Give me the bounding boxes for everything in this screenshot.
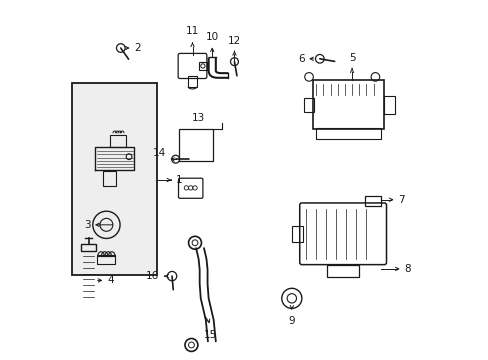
Bar bbox=[364, 196, 380, 206]
Bar bbox=[291, 226, 302, 242]
Text: 16: 16 bbox=[146, 271, 159, 281]
Bar bbox=[384, 96, 394, 114]
Text: 10: 10 bbox=[205, 32, 218, 41]
Text: 15: 15 bbox=[203, 330, 217, 340]
Bar bbox=[81, 244, 96, 251]
Text: 1: 1 bbox=[175, 175, 182, 185]
Bar bbox=[97, 255, 115, 264]
Text: 8: 8 bbox=[403, 264, 410, 274]
Bar bbox=[110, 135, 126, 147]
Text: 13: 13 bbox=[191, 113, 204, 123]
Bar bbox=[316, 128, 380, 139]
Text: 11: 11 bbox=[185, 26, 199, 36]
Text: 6: 6 bbox=[297, 54, 304, 64]
Text: 9: 9 bbox=[288, 316, 295, 325]
Text: 4: 4 bbox=[107, 275, 114, 285]
Bar bbox=[179, 129, 213, 161]
Text: 7: 7 bbox=[397, 195, 404, 205]
Bar bbox=[312, 81, 384, 129]
Bar bbox=[303, 98, 313, 112]
Bar bbox=[102, 171, 116, 186]
Bar bbox=[188, 76, 196, 87]
Text: 12: 12 bbox=[227, 36, 241, 46]
Bar bbox=[72, 83, 156, 275]
Bar bbox=[326, 265, 359, 277]
Text: 14: 14 bbox=[152, 148, 165, 158]
Text: 2: 2 bbox=[134, 43, 141, 53]
Text: 3: 3 bbox=[83, 220, 90, 230]
Bar bbox=[199, 62, 206, 69]
Text: 5: 5 bbox=[348, 53, 355, 63]
